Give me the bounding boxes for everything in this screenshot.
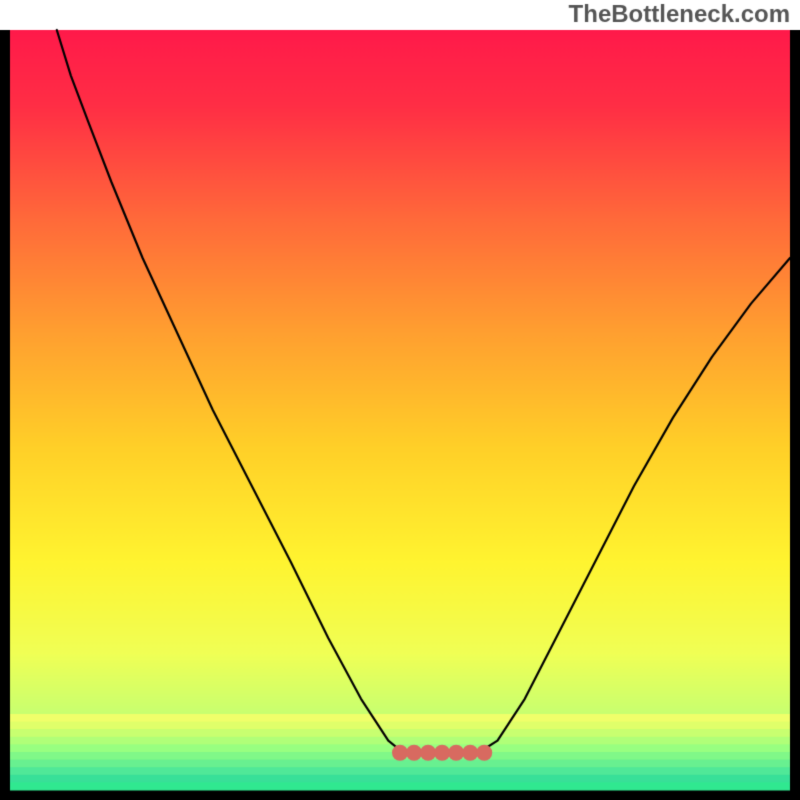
bottleneck-chart [0,0,800,800]
